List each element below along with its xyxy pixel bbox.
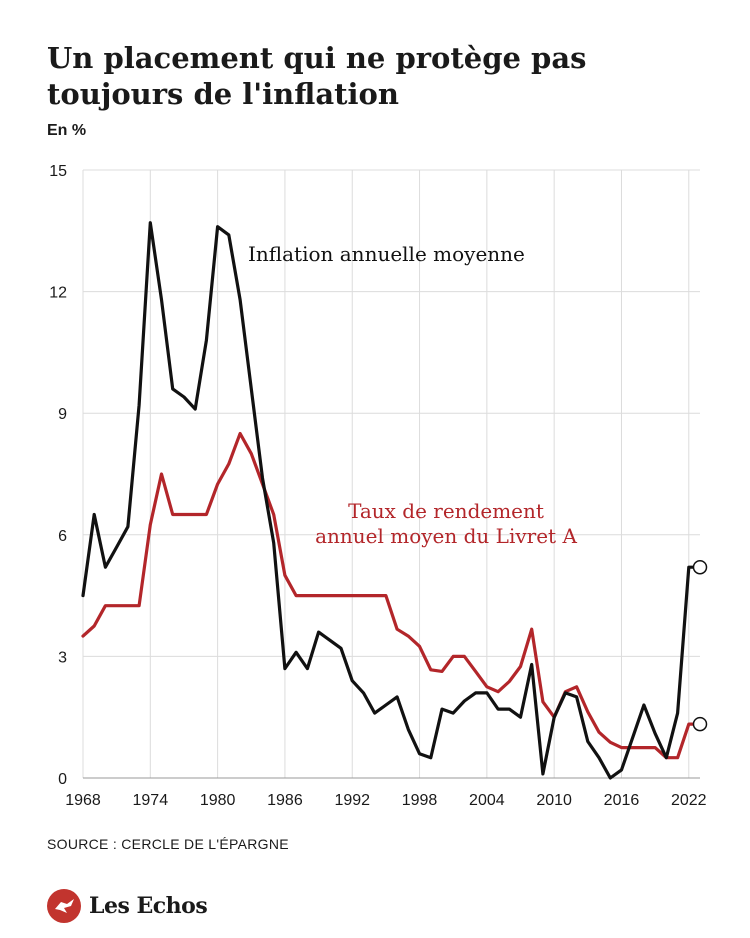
x-tick-label: 1998 [402,792,438,809]
x-tick-label: 2010 [536,792,572,809]
y-tick-label: 15 [49,163,67,180]
end-marker-livret-a [692,716,708,732]
x-tick-label: 1974 [133,792,169,809]
end-marker-inflation [692,559,708,575]
y-tick-label: 9 [58,406,67,423]
y-tick-label: 6 [58,528,67,545]
brand-logo: Les Echos [47,888,208,924]
unit-label: En % [47,122,87,139]
annotation-inflation: Inflation annuelle moyenne [248,242,525,266]
annotation-livret-line1: Taux de rendement [348,499,544,523]
series-lines [81,221,702,780]
y-axis-ticks: 0 3 6 9 12 15 [49,163,67,788]
grid-lines [82,169,700,779]
y-tick-label: 0 [58,771,67,788]
x-tick-label: 2016 [604,792,640,809]
x-tick-label: 2022 [671,792,707,809]
chart-title: Un placement qui ne protège pas toujours… [47,41,587,111]
x-axis-ticks: 1968 1974 1980 1986 1992 1998 2004 2010 2016 2022 [65,792,706,809]
y-tick-label: 12 [49,285,67,302]
brand-name: Les Echos [89,893,208,919]
x-tick-label: 1968 [65,792,101,809]
line-chart: 0 3 6 9 12 15 1968 1974 1980 1986 1992 1998 2004 201… [49,163,708,809]
source-note: SOURCE : CERCLE DE L'ÉPARGNE [47,836,289,852]
x-tick-label: 1992 [334,792,370,809]
series-end-markers [692,559,708,732]
x-tick-label: 2004 [469,792,505,809]
y-tick-label: 3 [58,649,67,666]
annotation-livret-line2: annuel moyen du Livret A [315,524,577,548]
x-tick-label: 1986 [267,792,303,809]
series-line-inflation [81,221,702,780]
series-line-livret-a [81,431,702,760]
echos-bird-icon [47,889,81,923]
x-tick-label: 1980 [200,792,236,809]
